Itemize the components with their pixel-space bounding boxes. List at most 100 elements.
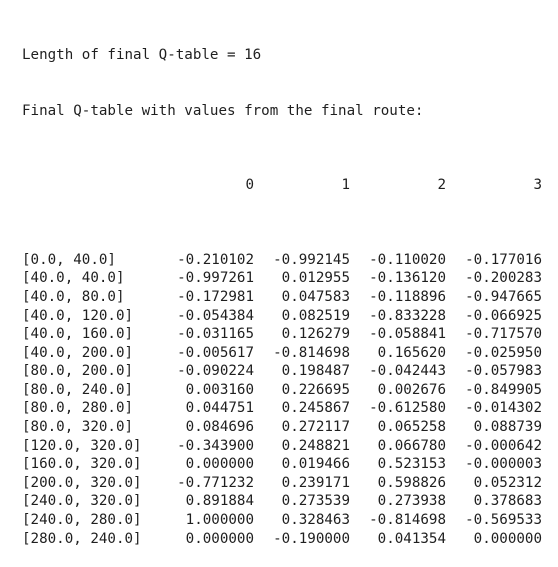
table-cell: -0.042443 [369,363,446,380]
table-row: [280.0, 240.0] 0.000000 -0.190000 0.041354 0… [22,530,542,549]
table-row: [120.0, 320.0] -0.343900 0.248821 0.066780 -… [22,437,542,456]
row-index-label: [40.0, 80.0] [22,288,125,305]
table-row: [40.0, 40.0] -0.997261 0.012955 -0.136120 -0… [22,269,542,288]
table-cell: 0.084696 [185,419,254,436]
table-cell: -0.031165 [177,326,254,343]
table-cell: -0.569533 [465,512,542,529]
table-row: [200.0, 320.0] -0.771232 0.239171 0.598826 0… [22,474,542,493]
table-cell: -0.343900 [177,437,254,454]
table-cell: -0.000003 [465,456,542,473]
table-cell: 0.041354 [377,530,446,547]
table-cell: -0.814698 [273,344,350,361]
table-cell: -0.014302 [465,400,542,417]
table-cell: -0.814698 [369,512,446,529]
table-cell: 0.226695 [281,381,350,398]
table-cell: 0.378683 [473,493,542,510]
table-cell: -0.172981 [177,288,254,305]
table-cell: 0.003160 [185,381,254,398]
notebook-output: Length of final Q-table = 16 Final Q-tab… [22,9,542,567]
row-index-label: [40.0, 40.0] [22,270,125,287]
table-row: [240.0, 280.0] 1.000000 0.328463 -0.814698 -… [22,511,542,530]
table-cell: -0.833228 [369,307,446,324]
table-cell: 0.082519 [281,307,350,324]
table-cell: -0.057983 [465,363,542,380]
table-cell: -0.612580 [369,400,446,417]
table-row: [40.0, 200.0] -0.005617 -0.814698 0.165620 -… [22,344,542,363]
table-row: [80.0, 240.0] 0.003160 0.226695 0.002676 -0.… [22,381,542,400]
table-cell: -0.136120 [369,270,446,287]
table-cell: -0.058841 [369,326,446,343]
table-cell: 0.088739 [473,419,542,436]
table-cell: -0.110020 [369,251,446,268]
table-cell: -0.000642 [465,437,542,454]
row-index-label: [80.0, 240.0] [22,381,134,398]
table-cell: 0.065258 [377,419,446,436]
row-index-label: [80.0, 280.0] [22,400,134,417]
table-cell: -0.210102 [177,251,254,268]
table-cell: 0.273539 [281,493,350,510]
table-row: [80.0, 280.0] 0.044751 0.245867 -0.612580 -0… [22,399,542,418]
table-cell: -0.025950 [465,344,542,361]
table-cell: 0.019466 [281,456,350,473]
row-index-label: [40.0, 120.0] [22,307,134,324]
table-cell: -0.849905 [465,381,542,398]
row-index-label: [240.0, 280.0] [22,512,142,529]
table-cell: 0.248821 [281,437,350,454]
table-cell: -0.717570 [465,326,542,343]
table-row: [240.0, 320.0] 0.891884 0.273539 0.273938 0.… [22,492,542,511]
row-index-label: [40.0, 160.0] [22,326,134,343]
table-cell: 0.523153 [377,456,446,473]
table-cell: 0.165620 [377,344,446,361]
table-cell: -0.090224 [177,363,254,380]
row-index-label: [120.0, 320.0] [22,437,142,454]
table-row: [40.0, 120.0] -0.054384 0.082519 -0.833228 -… [22,307,542,326]
table-cell: 0.002676 [377,381,446,398]
table-cell: 0.052312 [473,474,542,491]
table-cell: 0.598826 [377,474,446,491]
table-cell: 0.000000 [185,530,254,547]
table-cell: 0.273938 [377,493,446,510]
table-cell: -0.190000 [273,530,350,547]
row-index-label: [40.0, 200.0] [22,344,134,361]
table-row: [160.0, 320.0] 0.000000 0.019466 0.523153 -0… [22,455,542,474]
qtable-header-row: 0 1 2 3 [22,176,542,195]
table-cell: 0.328463 [281,512,350,529]
table-cell: -0.118896 [369,288,446,305]
row-index-label: [280.0, 240.0] [22,530,142,547]
table-cell: 0.012955 [281,270,350,287]
table-cell: 0.000000 [185,456,254,473]
row-index-label: [240.0, 320.0] [22,493,142,510]
table-row: [40.0, 160.0] -0.031165 0.126279 -0.058841 -… [22,325,542,344]
table-row: [0.0, 40.0] -0.210102 -0.992145 -0.110020 -0… [22,251,542,270]
table-cell: -0.177016 [465,251,542,268]
table-cell: 0.126279 [281,326,350,343]
table-cell: -0.997261 [177,270,254,287]
column-header: 1 [341,177,350,194]
table-cell: 0.272117 [281,419,350,436]
row-index-label: [160.0, 320.0] [22,456,142,473]
table-cell: 0.239171 [281,474,350,491]
qtable-caption-text: Final Q-table with values from the final… [22,102,424,119]
table-row: [80.0, 320.0] 0.084696 0.272117 0.065258 0.0… [22,418,542,437]
qtable-length-text: Length of final Q-table = 16 [22,47,262,64]
row-index-label: [80.0, 320.0] [22,419,134,436]
row-index-label: [0.0, 40.0] [22,251,116,268]
table-cell: -0.947665 [465,288,542,305]
table-cell: 0.047583 [281,288,350,305]
table-row: [40.0, 80.0] -0.172981 0.047583 -0.118896 -0… [22,288,542,307]
table-cell: -0.066925 [465,307,542,324]
table-cell: 1.000000 [185,512,254,529]
table-row: [80.0, 200.0] -0.090224 0.198487 -0.042443 -… [22,362,542,381]
column-header: 3 [533,177,542,194]
column-header: 2 [437,177,446,194]
table-cell: 0.044751 [185,400,254,417]
table-cell: 0.891884 [185,493,254,510]
row-index-label: [200.0, 320.0] [22,474,142,491]
table-cell: -0.992145 [273,251,350,268]
table-cell: 0.000000 [473,530,542,547]
table-cell: 0.245867 [281,400,350,417]
table-cell: -0.771232 [177,474,254,491]
table-cell: 0.198487 [281,363,350,380]
qtable-body: [0.0, 40.0] -0.210102 -0.992145 -0.110020 -0… [22,251,542,549]
table-cell: -0.200283 [465,270,542,287]
